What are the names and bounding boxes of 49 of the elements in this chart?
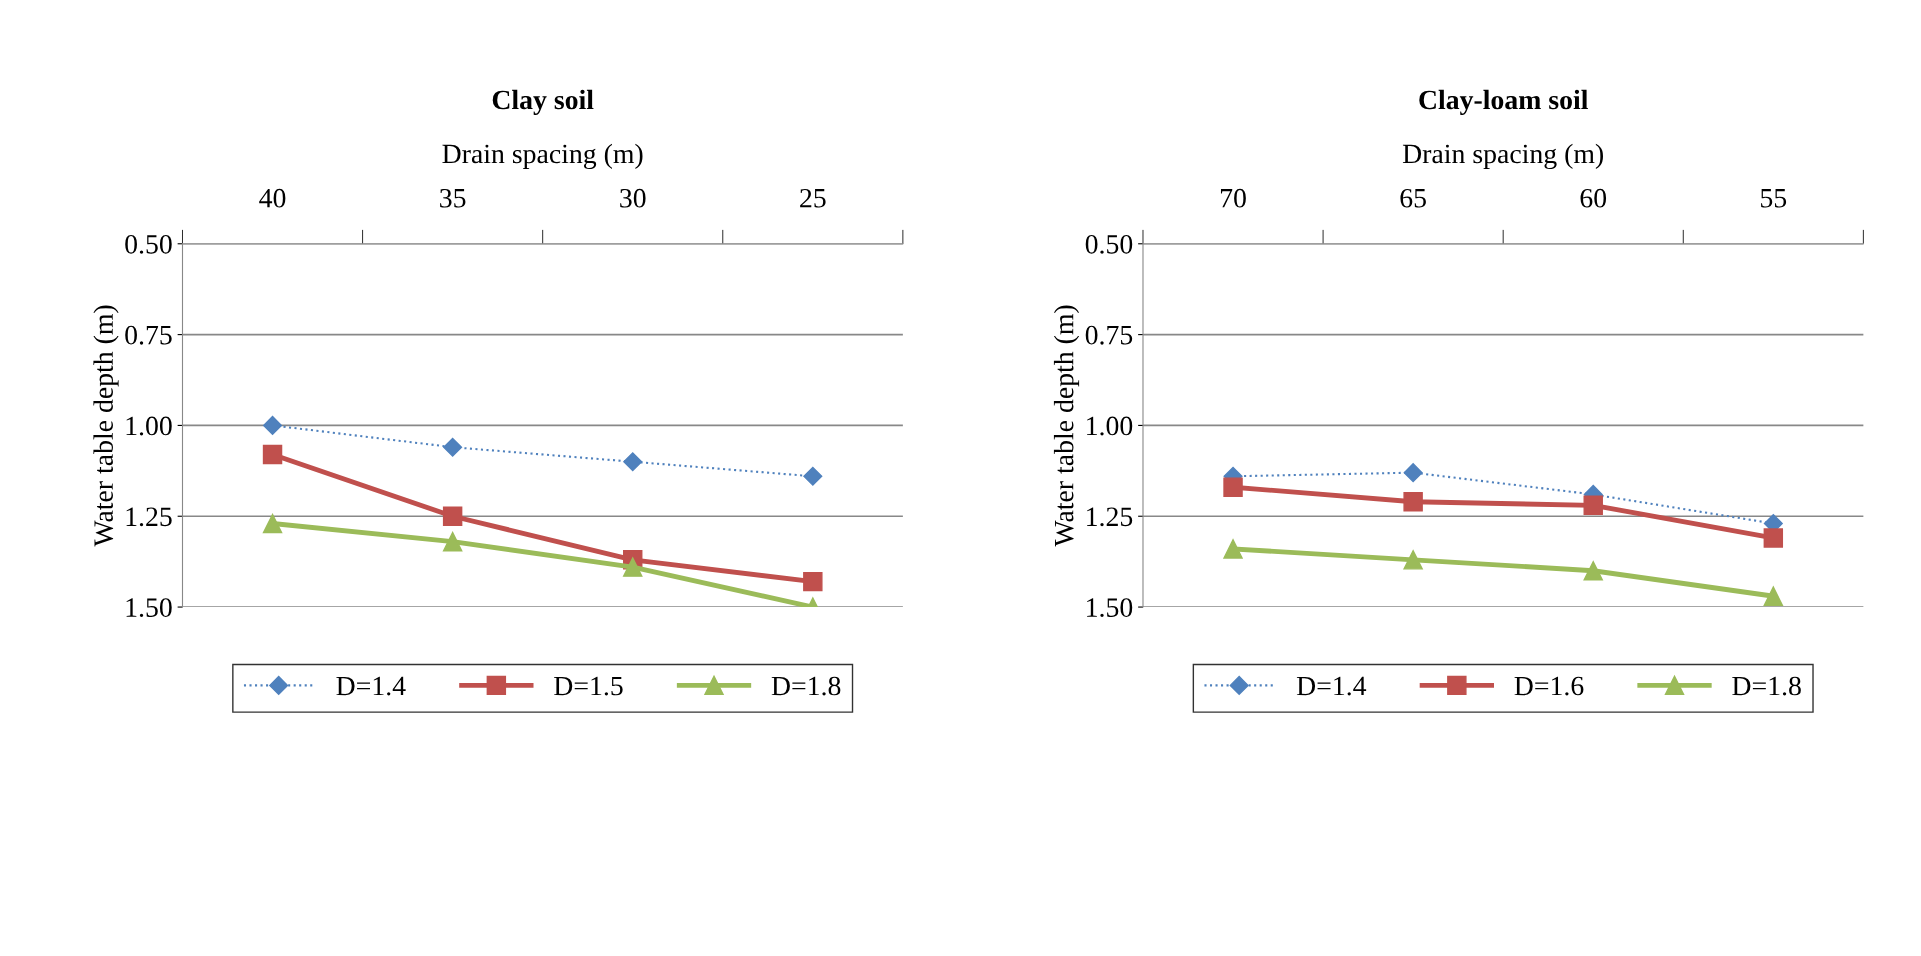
point bbox=[1403, 463, 1423, 483]
x-axis-title: Drain spacing (m) bbox=[442, 143, 643, 170]
point bbox=[262, 513, 283, 534]
y-tick-label: 0.50 bbox=[125, 234, 172, 254]
x-axis-title: Drain spacing (m) bbox=[1402, 143, 1604, 170]
legend-label: D=1.6 bbox=[1514, 676, 1584, 696]
point bbox=[1223, 539, 1243, 559]
point bbox=[1763, 586, 1784, 606]
point bbox=[1223, 477, 1243, 497]
x-tick-label: 25 bbox=[800, 188, 826, 208]
y-axis-title: Water table depth (m) bbox=[1053, 305, 1080, 547]
point bbox=[442, 531, 463, 552]
y-tick-label: 1.00 bbox=[126, 416, 172, 436]
legend-label: D=1.8 bbox=[771, 676, 841, 696]
y-tick-label: 0.75 bbox=[125, 325, 172, 345]
point bbox=[263, 415, 283, 435]
x-tick-label: 35 bbox=[440, 188, 466, 208]
y-tick-label: 1.25 bbox=[1087, 507, 1133, 527]
y-axis-title: Water table depth (m) bbox=[93, 305, 119, 547]
y-tick-label: 1.50 bbox=[126, 598, 172, 618]
x-tick-label: 65 bbox=[1400, 188, 1426, 208]
x-tick-label: 70 bbox=[1220, 188, 1246, 208]
point bbox=[1763, 528, 1784, 548]
point bbox=[262, 444, 283, 465]
point bbox=[1403, 491, 1423, 512]
legend-label: D=1.4 bbox=[336, 676, 406, 696]
x-tick-label: 55 bbox=[1761, 189, 1787, 208]
x-tick-label: 30 bbox=[620, 188, 646, 208]
point bbox=[803, 466, 823, 486]
point bbox=[1583, 561, 1603, 581]
x-tick-label: 40 bbox=[259, 188, 286, 208]
x-tick-label: 60 bbox=[1580, 188, 1607, 208]
point bbox=[623, 557, 643, 577]
chart-title: Clay soil bbox=[492, 89, 594, 116]
y-tick-label: 0.50 bbox=[1085, 234, 1133, 254]
legend-label: D=1.4 bbox=[1296, 676, 1367, 696]
y-tick-label: 1.00 bbox=[1087, 416, 1133, 436]
point bbox=[442, 506, 463, 526]
point bbox=[443, 437, 463, 457]
y-tick-label: 0.75 bbox=[1085, 325, 1133, 345]
chart-title: Clay-loam soil bbox=[1419, 89, 1588, 116]
y-tick-label: 1.50 bbox=[1087, 598, 1133, 618]
point bbox=[803, 571, 823, 592]
point bbox=[1403, 550, 1423, 570]
y-tick-label: 1.25 bbox=[126, 507, 172, 527]
legend-label: D=1.8 bbox=[1732, 676, 1801, 696]
point bbox=[623, 452, 643, 472]
point bbox=[1583, 495, 1603, 516]
legend-label: D=1.5 bbox=[554, 676, 623, 696]
